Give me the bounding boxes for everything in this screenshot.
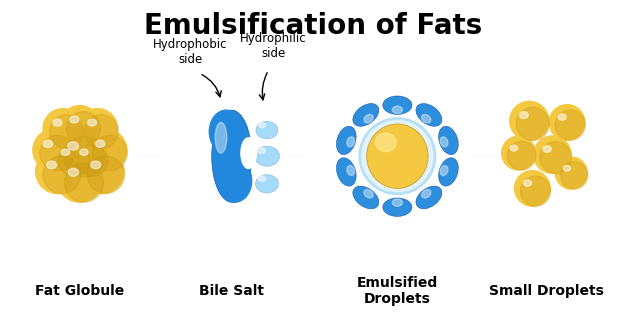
- Ellipse shape: [257, 148, 265, 153]
- Ellipse shape: [367, 124, 428, 188]
- Ellipse shape: [393, 106, 403, 113]
- Circle shape: [77, 145, 108, 176]
- Ellipse shape: [416, 104, 442, 126]
- Circle shape: [516, 107, 550, 141]
- Ellipse shape: [95, 140, 105, 147]
- Circle shape: [64, 163, 103, 202]
- Circle shape: [561, 162, 588, 189]
- Circle shape: [36, 149, 80, 194]
- Ellipse shape: [421, 115, 431, 123]
- Circle shape: [549, 105, 585, 140]
- Circle shape: [362, 121, 433, 192]
- Ellipse shape: [543, 146, 552, 152]
- Ellipse shape: [416, 186, 442, 209]
- Ellipse shape: [53, 119, 62, 126]
- Circle shape: [57, 156, 103, 202]
- Ellipse shape: [212, 110, 252, 202]
- Ellipse shape: [259, 123, 265, 128]
- Ellipse shape: [520, 112, 528, 118]
- Circle shape: [520, 176, 551, 206]
- Circle shape: [507, 141, 536, 170]
- Ellipse shape: [88, 119, 96, 126]
- Ellipse shape: [68, 142, 78, 150]
- Circle shape: [501, 136, 535, 170]
- Circle shape: [555, 157, 587, 189]
- Ellipse shape: [61, 149, 69, 156]
- Ellipse shape: [46, 161, 56, 169]
- Text: Small Droplets: Small Droplets: [489, 284, 603, 298]
- Text: Hydrophilic
side: Hydrophilic side: [240, 32, 307, 60]
- Circle shape: [359, 118, 436, 195]
- Circle shape: [85, 115, 118, 148]
- Circle shape: [60, 105, 100, 146]
- Circle shape: [92, 136, 128, 171]
- Text: Emulsified
Droplets: Emulsified Droplets: [357, 276, 438, 306]
- Circle shape: [43, 156, 81, 194]
- Circle shape: [78, 109, 118, 148]
- Ellipse shape: [364, 189, 373, 198]
- Ellipse shape: [353, 186, 379, 209]
- Ellipse shape: [68, 168, 78, 176]
- Circle shape: [66, 111, 100, 146]
- Circle shape: [87, 156, 125, 194]
- Ellipse shape: [347, 166, 354, 176]
- Ellipse shape: [256, 121, 278, 139]
- Ellipse shape: [69, 116, 79, 123]
- Text: Hydrophobic
side: Hydrophobic side: [153, 38, 227, 66]
- Circle shape: [515, 171, 550, 206]
- Ellipse shape: [91, 161, 101, 169]
- Circle shape: [49, 115, 83, 148]
- Ellipse shape: [259, 176, 265, 181]
- Ellipse shape: [241, 138, 256, 168]
- Ellipse shape: [393, 199, 403, 206]
- Ellipse shape: [336, 126, 356, 155]
- Ellipse shape: [80, 149, 88, 156]
- Ellipse shape: [440, 137, 448, 147]
- Circle shape: [52, 139, 89, 176]
- Circle shape: [80, 149, 124, 194]
- Ellipse shape: [347, 137, 354, 147]
- Circle shape: [64, 136, 105, 177]
- Circle shape: [58, 145, 90, 176]
- Ellipse shape: [218, 159, 252, 202]
- Ellipse shape: [558, 114, 566, 120]
- Ellipse shape: [510, 145, 518, 151]
- Text: Fat Globule: Fat Globule: [35, 284, 125, 298]
- Circle shape: [33, 129, 74, 171]
- Ellipse shape: [353, 104, 379, 126]
- Circle shape: [43, 109, 83, 148]
- Ellipse shape: [375, 133, 396, 151]
- Ellipse shape: [382, 198, 412, 216]
- Ellipse shape: [439, 126, 458, 155]
- Ellipse shape: [421, 189, 431, 198]
- Circle shape: [510, 101, 549, 141]
- Ellipse shape: [254, 146, 280, 166]
- Circle shape: [56, 129, 104, 177]
- Circle shape: [71, 139, 108, 176]
- Text: Emulsification of Fats: Emulsification of Fats: [144, 12, 482, 40]
- Circle shape: [555, 110, 585, 140]
- Circle shape: [540, 141, 572, 173]
- Circle shape: [85, 129, 127, 171]
- Ellipse shape: [364, 115, 373, 123]
- Ellipse shape: [43, 140, 53, 147]
- Circle shape: [40, 136, 75, 171]
- Ellipse shape: [255, 175, 279, 193]
- Circle shape: [533, 136, 571, 173]
- Ellipse shape: [523, 180, 531, 186]
- Ellipse shape: [382, 96, 412, 114]
- Ellipse shape: [336, 158, 356, 186]
- Text: Bile Salt: Bile Salt: [199, 284, 264, 298]
- Ellipse shape: [439, 158, 458, 186]
- Ellipse shape: [563, 166, 570, 171]
- Ellipse shape: [440, 166, 448, 176]
- Ellipse shape: [215, 122, 227, 153]
- Ellipse shape: [209, 110, 243, 153]
